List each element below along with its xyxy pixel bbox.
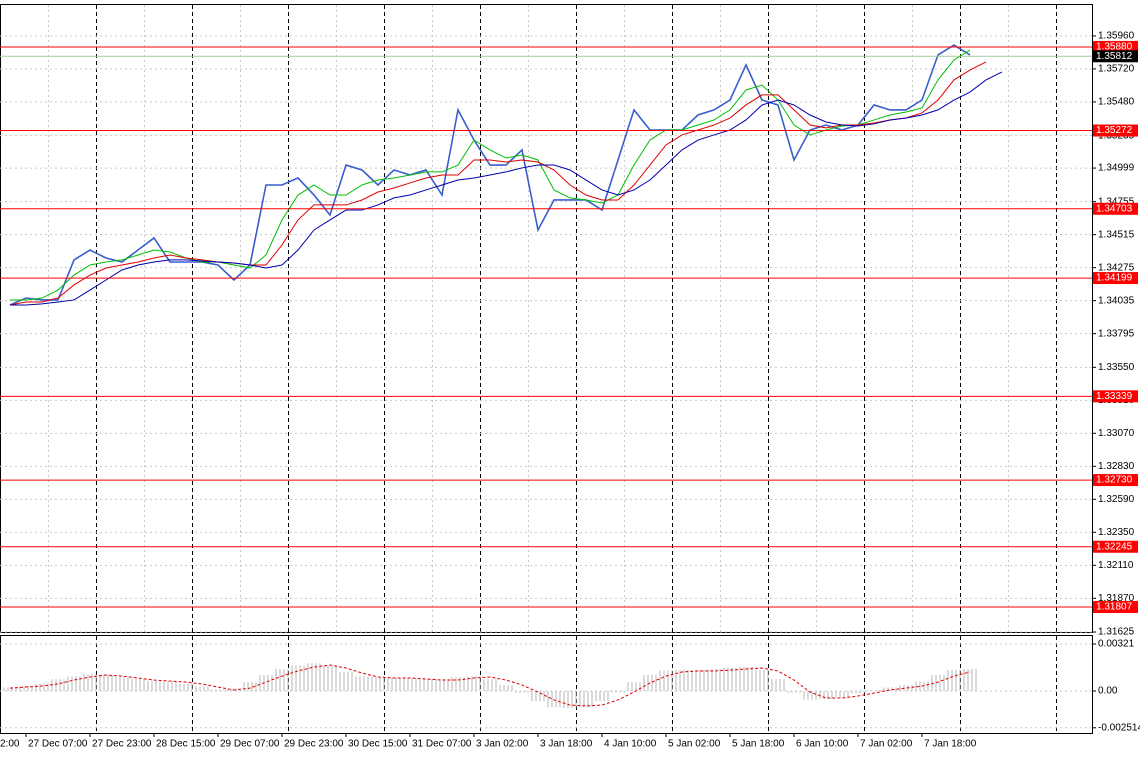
- x-tick-label: 27 Dec 07:00: [28, 739, 88, 750]
- level-label: 1.33339: [1096, 391, 1133, 402]
- y-tick-label: 1.35960: [1098, 31, 1135, 42]
- level-label-box: [1093, 474, 1138, 487]
- oscillator-pane-frame: [0, 635, 1093, 734]
- level-label-box: [1093, 124, 1138, 137]
- level-label-box: [1093, 202, 1138, 215]
- x-tick-label: 3 Jan 02:00: [476, 739, 529, 750]
- y-tick-label: -0.002514: [1098, 722, 1140, 733]
- y-tick-label: 1.34999: [1098, 163, 1135, 174]
- y-tick-label: 1.31625: [1098, 627, 1135, 638]
- x-tick-label: 29 Dec 07:00: [220, 739, 280, 750]
- moving-average: [10, 71, 1003, 306]
- y-tick-label: 1.35720: [1098, 64, 1135, 75]
- y-tick-label: 1.32350: [1098, 527, 1135, 538]
- x-tick-label: 4 Jan 10:00: [604, 739, 657, 750]
- level-label: 1.32730: [1096, 475, 1133, 486]
- current-price-box: [1093, 50, 1138, 63]
- level-label: 1.34703: [1096, 203, 1133, 214]
- x-tick-label: 30 Dec 15:00: [348, 739, 408, 750]
- level-label-box: [1093, 540, 1138, 553]
- level-label: 1.32245: [1096, 541, 1133, 552]
- y-tick-label: 1.33070: [1098, 428, 1135, 439]
- x-tick-label: 3 Jan 18:00: [540, 739, 593, 750]
- x-tick-label: 5 Jan 18:00: [732, 739, 785, 750]
- level-label-box: [1093, 600, 1138, 613]
- level-label: 1.35880: [1096, 42, 1133, 53]
- level-label-box: [1093, 40, 1138, 53]
- y-tick-label: 1.34035: [1098, 295, 1135, 306]
- x-tick-label: 2:00: [0, 739, 20, 750]
- x-tick-label: 7 Jan 02:00: [860, 739, 913, 750]
- level-label: 1.31807: [1096, 602, 1133, 613]
- y-tick-label: 1.32110: [1098, 560, 1134, 571]
- moving-average: [9, 61, 987, 306]
- y-tick-label: 1.32590: [1098, 494, 1135, 505]
- y-tick-label: 1.34515: [1098, 229, 1135, 240]
- y-tick-label: 1.34275: [1098, 262, 1135, 273]
- y-tick-label: 1.32830: [1098, 461, 1135, 472]
- level-label-box: [1093, 390, 1138, 403]
- y-tick-label: 1.35480: [1098, 97, 1135, 108]
- price-line: [9, 44, 971, 306]
- x-tick-label: 28 Dec 15:00: [156, 739, 216, 750]
- x-tick-label: 27 Dec 23:00: [92, 739, 152, 750]
- level-label: 1.35272: [1096, 125, 1133, 136]
- y-tick-label: 1.34755: [1098, 196, 1135, 207]
- y-tick-label: 1.33550: [1098, 362, 1135, 373]
- y-tick-label: 0.00: [1098, 686, 1118, 697]
- y-tick-label: 1.33795: [1098, 328, 1135, 339]
- current-price-label: 1.35812: [1096, 51, 1133, 62]
- y-tick-label: 1.31870: [1098, 593, 1135, 604]
- y-tick-label: 0.00321: [1098, 639, 1135, 650]
- x-tick-label: 5 Jan 02:00: [668, 739, 721, 750]
- level-label-box: [1093, 272, 1138, 285]
- signal-line: [9, 664, 971, 707]
- x-tick-label: 31 Dec 07:00: [412, 739, 472, 750]
- x-tick-label: 29 Dec 23:00: [284, 739, 344, 750]
- level-label: 1.34199: [1096, 273, 1133, 284]
- x-tick-label: 6 Jan 10:00: [796, 739, 849, 750]
- moving-average: [10, 49, 971, 301]
- x-tick-label: 7 Jan 18:00: [924, 739, 977, 750]
